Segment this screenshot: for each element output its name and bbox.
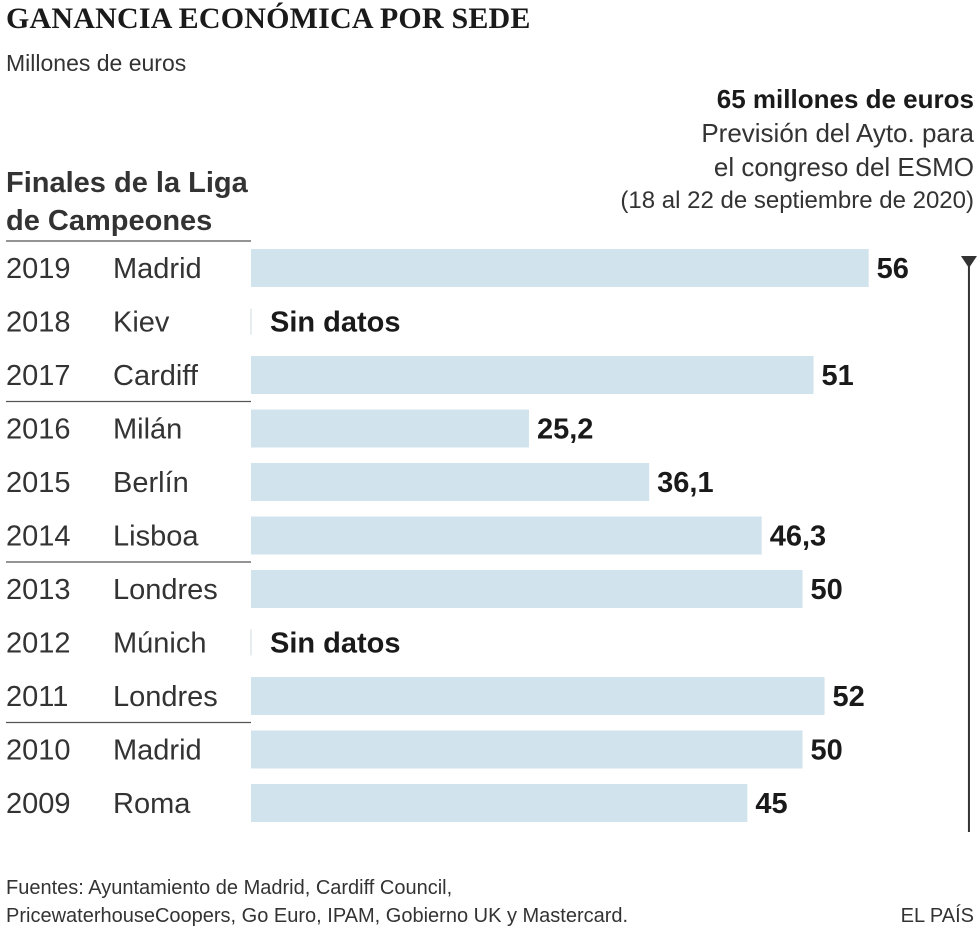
row-year-label: 2014 — [6, 521, 71, 553]
bar — [251, 356, 814, 394]
brand-label: EL PAÍS — [900, 905, 974, 927]
reference-line2: el congreso del ESMO — [713, 152, 974, 182]
source-note: Fuentes: Ayuntamiento de Madrid, Cardiff… — [6, 874, 628, 930]
reference-line3: (18 al 22 de septiembre de 2020) — [620, 187, 974, 214]
row-city-label: Roma — [113, 788, 191, 820]
row-year-label: 2019 — [6, 253, 71, 285]
row-city-label: Cardiff — [113, 360, 199, 392]
bar — [251, 570, 803, 608]
row-city-label: Berlín — [113, 467, 189, 499]
row-city-label: Milán — [113, 414, 182, 446]
bar-value-label: 36,1 — [657, 467, 713, 499]
bar-value-label: 46,3 — [770, 521, 826, 553]
row-city-label: Múnich — [113, 628, 207, 660]
bar — [251, 677, 825, 715]
row-year-label: 2010 — [6, 735, 71, 767]
no-data-label: Sin datos — [270, 628, 401, 660]
bar-value-label: 56 — [877, 253, 909, 285]
reference-marker — [960, 256, 977, 268]
reference-line1: Previsión del Ayto. para — [701, 118, 974, 148]
bar-value-label: 45 — [755, 788, 787, 820]
reference-annotation: 65 millones de euros Previsión del Ayto.… — [620, 82, 974, 218]
row-city-label: Londres — [113, 574, 218, 606]
bar-value-label: 51 — [822, 360, 854, 392]
row-year-label: 2011 — [6, 681, 68, 713]
chart-subtitle: Millones de euros — [6, 50, 187, 76]
bar — [251, 516, 762, 555]
row-group-header: Finales de la Liga de Campeones — [6, 164, 248, 240]
row-year-label: 2013 — [6, 574, 71, 606]
row-year-label: 2012 — [6, 628, 71, 660]
source-line1: Fuentes: Ayuntamiento de Madrid, Cardiff… — [6, 877, 453, 899]
row-city-label: Madrid — [113, 253, 202, 285]
bar — [251, 730, 803, 769]
bar-value-label: 52 — [833, 681, 865, 713]
no-data-label: Sin datos — [270, 307, 401, 339]
row-year-label: 2016 — [6, 414, 71, 446]
row-city-label: Londres — [113, 681, 218, 713]
row-year-label: 2015 — [6, 467, 71, 499]
row-year-label: 2009 — [6, 788, 71, 820]
bar — [251, 249, 869, 287]
chart-title: GANANCIA ECONÓMICA POR SEDE — [6, 2, 531, 35]
source-line2: PricewaterhouseCoopers, Go Euro, IPAM, G… — [6, 905, 629, 927]
bar-value-label: 25,2 — [537, 414, 593, 446]
row-year-label: 2018 — [6, 307, 71, 339]
bar — [251, 784, 748, 822]
bar-value-label: 50 — [811, 574, 843, 606]
row-group-header-line2: de Campeones — [6, 205, 213, 237]
row-group-header-line1: Finales de la Liga — [6, 167, 248, 199]
row-city-label: Lisboa — [113, 521, 199, 553]
bar — [251, 463, 650, 501]
row-city-label: Kiev — [113, 307, 170, 339]
reference-value-label: 65 millones de euros — [716, 84, 974, 114]
bar — [251, 409, 529, 448]
bar-value-label: 50 — [811, 735, 843, 767]
row-year-label: 2017 — [6, 360, 71, 392]
row-city-label: Madrid — [113, 735, 202, 767]
